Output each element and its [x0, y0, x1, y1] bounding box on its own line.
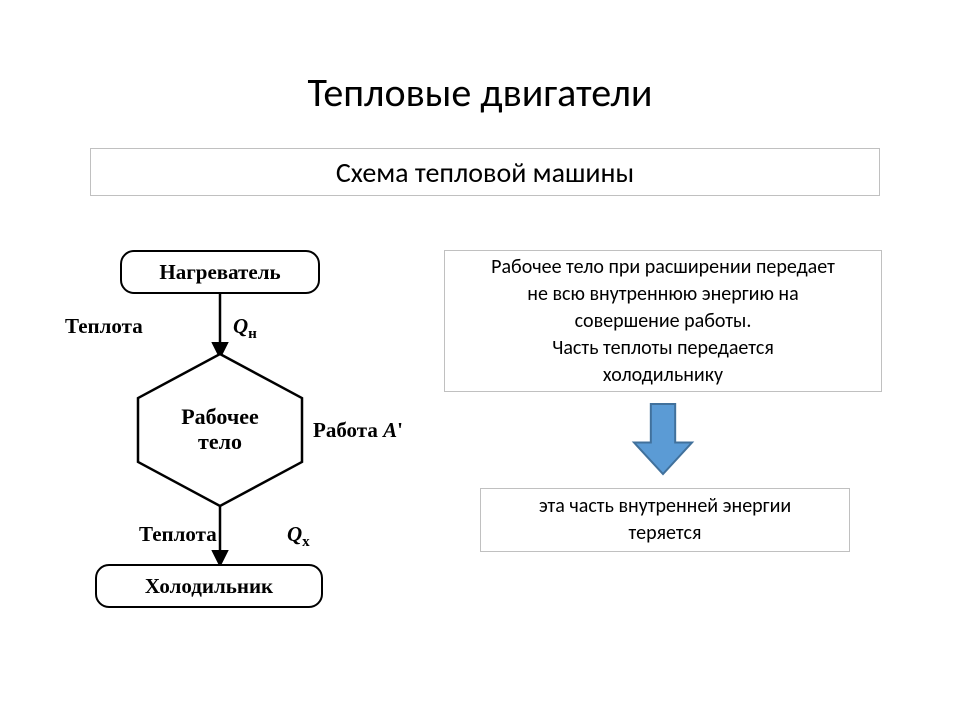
page-title: Тепловые двигатели [0, 68, 960, 117]
info1-l3: совершение работы. [575, 309, 752, 333]
info1-l4: Часть теплоты передается [552, 336, 774, 360]
info2-l2: теряется [629, 521, 702, 545]
work-symbol: A [383, 418, 397, 442]
q-hot-sub: н [248, 326, 257, 342]
worker-line2: тело [198, 429, 242, 454]
info1-l2: не всю внутреннюю энергию на [527, 282, 798, 306]
cooler-label: Холодильник [145, 574, 273, 599]
subtitle-text: Схема тепловой машины [336, 155, 634, 190]
heat-out-teplota: Теплота [139, 522, 217, 547]
worker-line1: Рабочее [181, 404, 259, 429]
q-cold: Q [287, 522, 302, 546]
heat-engine-diagram: Нагреватель Теплота Qн Рабочее тело Рабо… [55, 250, 475, 650]
heater-label: Нагреватель [159, 260, 280, 285]
info-box-1: Рабочее тело при расширении передает не … [444, 250, 882, 392]
heater-node: Нагреватель [120, 250, 320, 294]
info2-content: эта часть внутренней энергии теряется [539, 493, 791, 547]
q-cold-sub: х [302, 534, 310, 550]
info2-l1: эта часть внутренней энергии [539, 494, 791, 518]
subtitle-box: Схема тепловой машины [90, 148, 880, 196]
info1-content: Рабочее тело при расширении передает не … [491, 254, 835, 389]
heat-in-teplota: Теплота [65, 314, 143, 339]
heat-in-symbol: Qн [233, 314, 257, 343]
q-hot: Q [233, 314, 248, 338]
work-word: Работа [313, 418, 378, 442]
block-arrow-down-icon [634, 404, 692, 474]
info1-l1: Рабочее тело при расширении передает [491, 255, 835, 279]
info1-l5: холодильнику [603, 363, 723, 387]
cooler-node: Холодильник [95, 564, 323, 608]
block-arrow-poly [634, 404, 692, 474]
work-label: Работа A' [313, 418, 403, 443]
heat-out-symbol: Qх [287, 522, 310, 551]
info-box-2: эта часть внутренней энергии теряется [480, 488, 850, 552]
work-apos: ' [397, 418, 403, 442]
worker-label: Рабочее тело [138, 404, 302, 455]
